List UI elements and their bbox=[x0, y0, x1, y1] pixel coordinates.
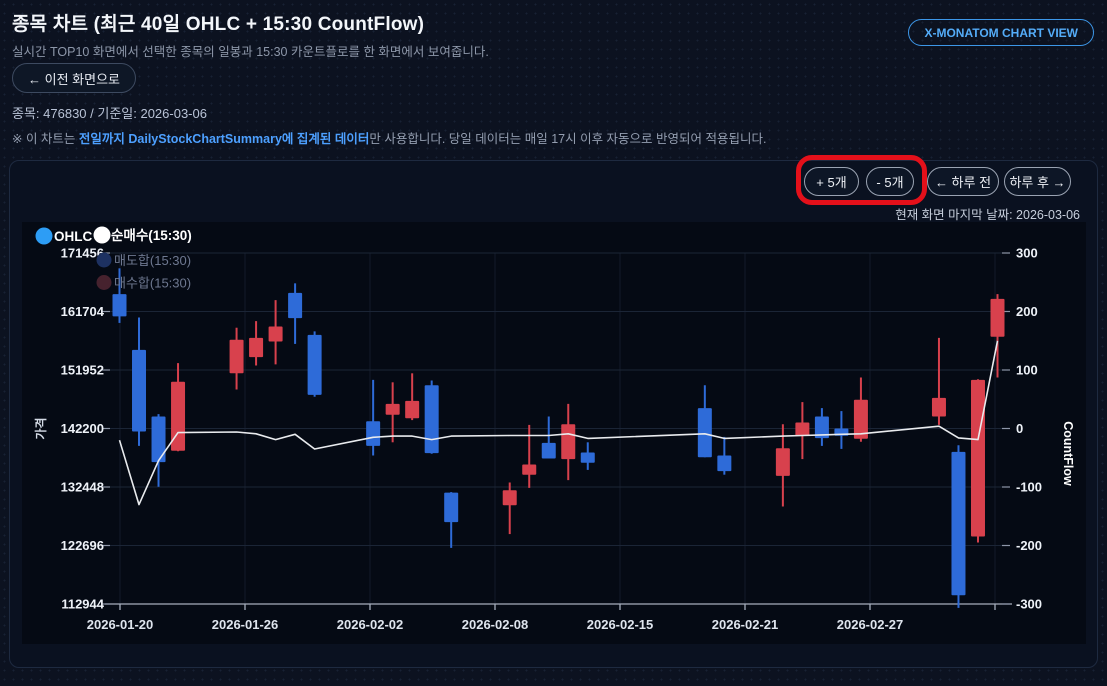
candle bbox=[990, 294, 1005, 378]
note-prefix: ※ 이 차트는 bbox=[12, 132, 79, 146]
data-source-note: ※ 이 차트는 전일까지 DailyStockChartSummary에 집계된… bbox=[12, 128, 766, 147]
candle bbox=[405, 373, 420, 421]
countflow-tick-label: 200 bbox=[1016, 304, 1038, 319]
legend-label: 순매수(15:30) bbox=[111, 228, 192, 243]
countflow-tick-label: 100 bbox=[1016, 363, 1038, 378]
countflow-tick-label: 300 bbox=[1016, 246, 1038, 261]
candle bbox=[814, 408, 829, 446]
legend-item-net-buy[interactable]: 순매수(15:30) bbox=[93, 226, 192, 244]
note-suffix: 만 사용합니다. 당일 데이터는 매일 17시 이후 자동으로 반영되어 적용됩… bbox=[369, 132, 767, 146]
price-tick-label: 132448 bbox=[61, 480, 104, 495]
candle bbox=[697, 385, 712, 458]
countflow-line bbox=[118, 340, 999, 506]
countflow-tick-label: -300 bbox=[1016, 597, 1042, 612]
previous-day-button[interactable]: ← 하루 전 bbox=[927, 167, 999, 196]
legend-label: OHLC bbox=[54, 229, 92, 244]
candle bbox=[853, 377, 868, 442]
legend-swatch bbox=[96, 275, 112, 290]
candle bbox=[834, 411, 849, 449]
date-axis: 2026-01-20 2026-01-26 2026-02-02 2026-02-08… bbox=[87, 604, 996, 632]
candle bbox=[132, 317, 147, 446]
countflow-tick-label: -200 bbox=[1016, 538, 1042, 553]
x-tick-label: 2026-02-08 bbox=[462, 617, 529, 632]
legend-item-sell-sum[interactable]: 매도합(15:30) bbox=[96, 252, 192, 269]
chart-canvas[interactable]: 2026-01-20 2026-01-26 2026-02-02 2026-02-08… bbox=[22, 222, 1086, 644]
legend-label: 매수합(15:30) bbox=[114, 276, 191, 291]
price-tick-label: 112944 bbox=[61, 597, 104, 612]
candle bbox=[775, 424, 790, 507]
candle bbox=[288, 283, 303, 344]
page-subtitle: 실시간 TOP10 화면에서 선택한 종목의 일봉과 15:30 카운트플로를 … bbox=[12, 45, 489, 59]
candle bbox=[229, 327, 244, 390]
back-button[interactable]: ← 이전 화면으로 bbox=[12, 63, 136, 93]
candle bbox=[951, 445, 966, 608]
candles bbox=[112, 268, 1005, 608]
price-tick-label: 122696 bbox=[61, 538, 104, 553]
legend-swatch bbox=[93, 226, 111, 244]
candle bbox=[970, 379, 985, 543]
legend-item-buy-sum[interactable]: 매수합(15:30) bbox=[96, 275, 192, 291]
x-tick-label: 2026-02-02 bbox=[337, 617, 404, 632]
last-date-caption: 현재 화면 마지막 날짜: 2026-03-06 bbox=[895, 208, 1080, 222]
candle bbox=[502, 482, 517, 535]
x-tick-label: 2026-02-27 bbox=[837, 617, 904, 632]
candle bbox=[541, 416, 556, 459]
candle bbox=[385, 382, 400, 443]
add-5-button[interactable]: + 5개 bbox=[804, 167, 859, 196]
countflow-tick-label: -100 bbox=[1016, 480, 1042, 495]
candle bbox=[522, 424, 537, 488]
countflow-axis-title: CountFlow bbox=[1061, 421, 1075, 486]
note-highlight: 전일까지 DailyStockChartSummary에 집계된 데이터 bbox=[78, 132, 370, 146]
candle bbox=[151, 414, 166, 487]
price-tick-label: 142200 bbox=[61, 421, 104, 436]
candle bbox=[424, 380, 439, 454]
page-title: 종목 차트 (최근 40일 OHLC + 15:30 CountFlow) bbox=[12, 14, 425, 35]
price-tick-label: 161704 bbox=[61, 304, 105, 319]
candle bbox=[171, 363, 186, 452]
candle bbox=[307, 331, 322, 397]
legend-label: 매도합(15:30) bbox=[114, 253, 191, 268]
candle bbox=[249, 321, 264, 366]
stock-info: 종목: 476830 / 기준일: 2026-03-06 bbox=[12, 106, 207, 121]
candle bbox=[366, 379, 381, 456]
price-tick-label: 171456 bbox=[61, 246, 104, 261]
candle bbox=[561, 403, 576, 481]
legend-swatch bbox=[35, 227, 53, 245]
subtract-5-button[interactable]: - 5개 bbox=[866, 167, 914, 196]
x-tick-label: 2026-01-26 bbox=[212, 617, 279, 632]
x-tick-label: 2026-01-20 bbox=[87, 617, 154, 632]
legend-swatch bbox=[96, 252, 112, 268]
candle bbox=[931, 337, 946, 425]
x-tick-label: 2026-02-15 bbox=[587, 617, 654, 632]
countflow-axis: 300 200 100 0 -100 -200 -300 bbox=[1002, 246, 1042, 612]
candle bbox=[112, 268, 127, 323]
candle bbox=[795, 402, 810, 460]
price-axis-title: 가격 bbox=[33, 417, 48, 439]
price-tick-label: 151952 bbox=[61, 363, 104, 378]
candle bbox=[580, 442, 595, 470]
legend-item-ohlc[interactable]: OHLC bbox=[35, 227, 93, 245]
candle bbox=[268, 300, 283, 365]
price-axis: 171456 161704 151952 142200 132448 122696 1129… bbox=[61, 246, 110, 612]
candle bbox=[717, 436, 732, 475]
ohlc-countflow-chart[interactable]: 2026-01-20 2026-01-26 2026-02-02 2026-02-08… bbox=[22, 222, 1086, 644]
next-day-button[interactable]: 하루 후 → bbox=[1004, 167, 1071, 196]
x-tick-label: 2026-02-21 bbox=[712, 617, 779, 632]
chart-view-button[interactable]: X-MONATOM CHART VIEW bbox=[908, 19, 1094, 46]
candle bbox=[444, 492, 459, 548]
countflow-tick-label: 0 bbox=[1016, 421, 1023, 436]
